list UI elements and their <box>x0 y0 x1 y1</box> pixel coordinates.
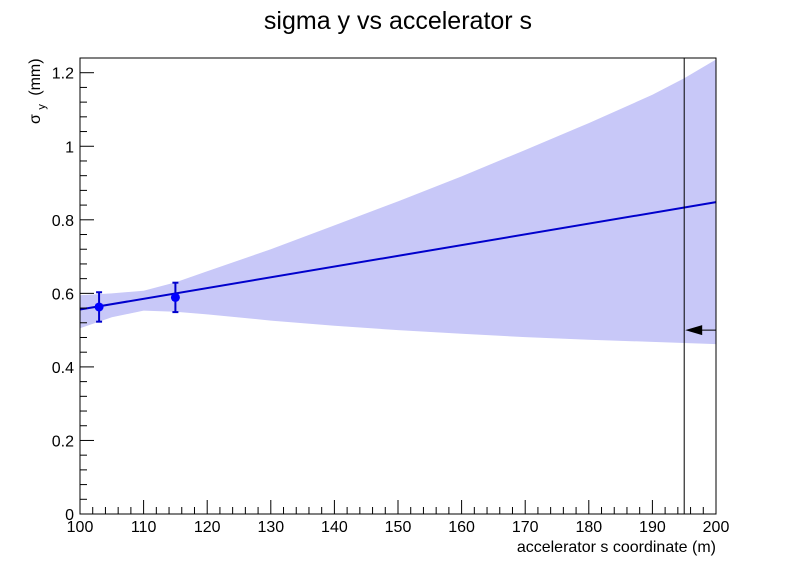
x-tick-label: 180 <box>575 519 602 536</box>
y-tick-label: 1.2 <box>52 66 74 83</box>
y-tick-label: 0.8 <box>52 213 74 230</box>
x-tick-label: 160 <box>448 519 475 536</box>
plot-area: 100 110 120 130 140 150 160 170 180 190 200 0 0.2 0.4… <box>52 57 730 536</box>
arrow-head <box>685 325 703 336</box>
x-tick-label: 130 <box>257 519 284 536</box>
fit-line <box>79 201 717 311</box>
x-tick-label: 200 <box>703 519 730 536</box>
y-axis-label-symbol: σ <box>27 114 44 124</box>
x-tick-label: 150 <box>385 519 412 536</box>
data-point-1 <box>94 302 104 312</box>
y-tick-label: 0.4 <box>52 360 74 377</box>
x-axis-label: accelerator s coordinate (m) <box>517 539 716 556</box>
y-tick-label: 0.2 <box>52 433 74 450</box>
y-tick-label: 0.6 <box>52 286 74 303</box>
y-axis-label-subscript: y <box>36 104 48 110</box>
y-tick-label: 1 <box>65 139 74 156</box>
x-tick-label: 190 <box>639 519 666 536</box>
y-axis-label-unit: (mm) <box>27 58 44 95</box>
x-tick-label: 120 <box>194 519 221 536</box>
x-tick-label: 110 <box>131 519 157 536</box>
data-point-2 <box>170 292 180 302</box>
svg-text:σ y (mm): σ y (mm) <box>27 58 49 124</box>
x-tick-label: 170 <box>512 519 539 536</box>
y-axis-label: σ y (mm) <box>27 58 49 124</box>
y-tick-label: 0 <box>65 507 74 524</box>
x-tick-label: 140 <box>321 519 348 536</box>
confidence-band <box>80 59 716 345</box>
chart-title: sigma y vs accelerator s <box>264 7 532 35</box>
x-tick-label: 100 <box>67 519 94 536</box>
